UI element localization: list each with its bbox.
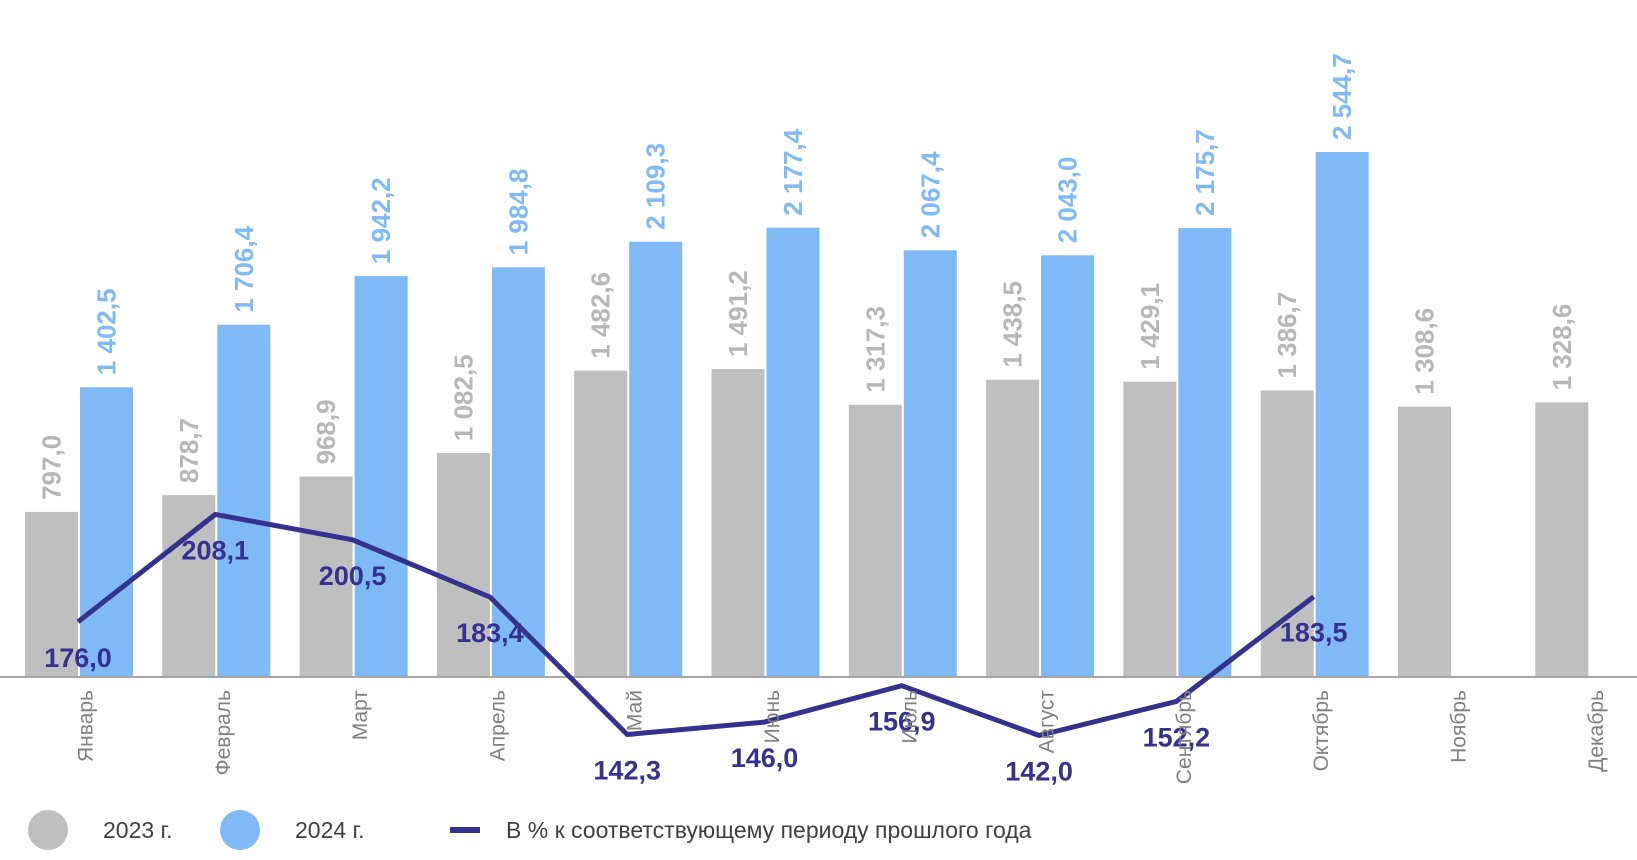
legend: 2023 г. 2024 г. В % к соответствующему п… bbox=[0, 808, 1637, 852]
legend-swatch-2024 bbox=[220, 810, 260, 850]
x-tick-label-11: Ноябрь bbox=[1448, 690, 1471, 763]
bar-2023-1 bbox=[25, 511, 78, 676]
bar-2024-9 bbox=[1178, 228, 1232, 676]
legend-swatch-2023 bbox=[28, 810, 68, 850]
bar-2024-10 bbox=[1315, 152, 1369, 676]
label-percent-6: 146,0 bbox=[731, 743, 799, 773]
bar-2023-4 bbox=[436, 453, 490, 676]
label-percent-10: 183,5 bbox=[1280, 618, 1348, 648]
x-tick-label-5: Май bbox=[624, 690, 647, 731]
legend-label-percent: В % к соответствующему периоду прошлого … bbox=[506, 816, 1032, 843]
label-2023-6: 1 491,2 bbox=[723, 270, 753, 357]
bar-2024-2 bbox=[217, 324, 271, 676]
label-2023-7: 1 317,3 bbox=[860, 306, 890, 393]
bar-2024-4 bbox=[491, 267, 545, 676]
legend-label-2023: 2023 г. bbox=[103, 816, 173, 843]
x-tick-label-7: Июль bbox=[898, 690, 921, 744]
label-2023-8: 1 438,5 bbox=[998, 281, 1028, 368]
label-2024-2: 1 706,4 bbox=[229, 225, 259, 312]
legend-item-2023: 2023 г. bbox=[28, 808, 173, 852]
label-2024-7: 2 067,4 bbox=[915, 151, 945, 238]
legend-label-2024: 2024 г. bbox=[295, 816, 365, 843]
label-percent-7: 156,9 bbox=[868, 707, 936, 737]
bar-2024-8 bbox=[1041, 255, 1095, 677]
x-tick-label-6: Июнь bbox=[761, 690, 784, 743]
label-2023-1: 797,0 bbox=[37, 435, 67, 500]
series-2023-bars bbox=[25, 369, 1589, 676]
label-percent-9: 152,2 bbox=[1143, 722, 1211, 752]
label-2023-3: 968,9 bbox=[311, 399, 341, 464]
series-percent-line bbox=[76, 511, 1316, 738]
bar-2023-2 bbox=[162, 495, 216, 676]
bar-2023-7 bbox=[848, 404, 902, 676]
label-2023-12: 1 328,6 bbox=[1547, 304, 1577, 391]
bar-2023-11 bbox=[1398, 406, 1451, 676]
x-tick-label-4: Апрель bbox=[486, 690, 509, 761]
bar-2024-7 bbox=[903, 250, 957, 677]
bar-2024-3 bbox=[354, 276, 408, 676]
label-2023-4: 1 082,5 bbox=[448, 354, 478, 441]
bar-2023-6 bbox=[711, 369, 765, 676]
bar-2023-3 bbox=[299, 476, 353, 676]
chart: 797,0 1 402,5 878,7 1 706,4 968,9 1 942,2 1 08… bbox=[0, 53, 1637, 787]
label-percent-5: 142,3 bbox=[593, 756, 661, 786]
x-tick-label-12: Декабрь bbox=[1585, 690, 1608, 772]
legend-item-2024: 2024 г. bbox=[220, 808, 365, 852]
label-2024-3: 1 942,2 bbox=[366, 177, 396, 264]
label-2024-6: 2 177,4 bbox=[778, 128, 808, 215]
x-tick-label-2: Февраль bbox=[212, 690, 235, 775]
label-2024-8: 2 043,0 bbox=[1053, 157, 1083, 244]
label-percent-2: 208,1 bbox=[182, 535, 250, 565]
label-percent-1: 176,0 bbox=[44, 643, 112, 673]
label-2023-10: 1 386,7 bbox=[1272, 292, 1302, 379]
label-percent-4: 183,4 bbox=[456, 618, 524, 648]
label-percent-3: 200,5 bbox=[319, 561, 387, 591]
legend-item-percent: В % к соответствующему периоду прошлого … bbox=[450, 808, 1031, 852]
x-tick-label-3: Март bbox=[349, 690, 372, 741]
label-2024-9: 2 175,7 bbox=[1190, 129, 1220, 216]
data-labels: 797,0 1 402,5 878,7 1 706,4 968,9 1 942,2 1 08… bbox=[37, 53, 1577, 786]
label-2024-1: 1 402,5 bbox=[92, 288, 122, 375]
label-percent-8: 142,0 bbox=[1005, 757, 1073, 787]
label-2023-5: 1 482,6 bbox=[586, 272, 616, 359]
label-2024-4: 1 984,8 bbox=[503, 169, 533, 256]
series-2024-bars bbox=[80, 152, 1369, 677]
percent-line bbox=[76, 511, 1316, 738]
label-2024-10: 2 544,7 bbox=[1327, 53, 1357, 140]
bar-2024-6 bbox=[766, 227, 820, 676]
bar-2024-1 bbox=[80, 387, 133, 676]
bar-2023-5 bbox=[574, 370, 628, 676]
label-2023-2: 878,7 bbox=[174, 418, 204, 483]
x-tick-label-9: Сентябрь bbox=[1173, 690, 1196, 784]
bar-2023-12 bbox=[1535, 402, 1589, 676]
x-tick-labels: Январь Февраль Март Апрель Май Июнь Июль Август… bbox=[75, 690, 1608, 784]
label-2023-11: 1 308,6 bbox=[1410, 308, 1440, 395]
x-tick-label-10: Октябрь bbox=[1310, 690, 1333, 771]
x-tick-label-8: Август bbox=[1036, 690, 1059, 754]
label-2024-5: 2 109,3 bbox=[641, 143, 671, 230]
bar-2023-8 bbox=[986, 379, 1040, 676]
legend-swatch-percent bbox=[450, 827, 480, 833]
bar-2024-5 bbox=[629, 241, 683, 676]
bar-2023-9 bbox=[1123, 381, 1177, 676]
label-2023-9: 1 429,1 bbox=[1135, 283, 1165, 370]
x-tick-label-1: Январь bbox=[75, 690, 98, 762]
